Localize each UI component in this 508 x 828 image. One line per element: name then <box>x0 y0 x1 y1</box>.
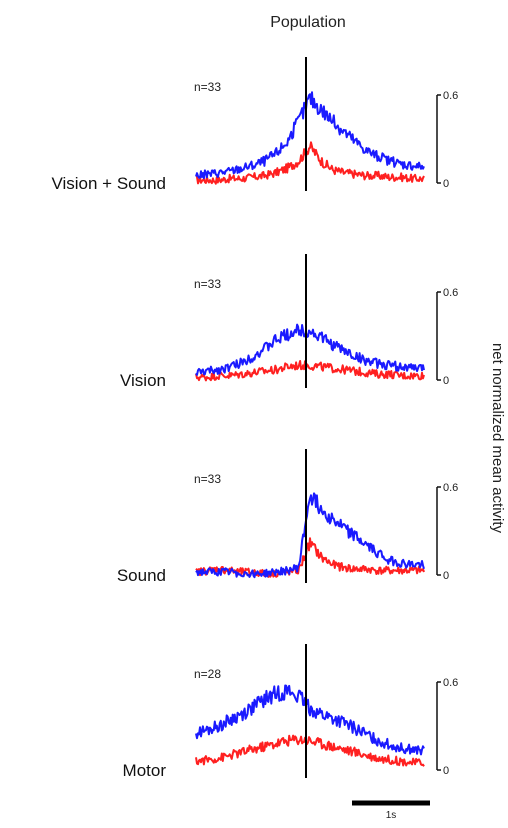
y-tick-label-top: 0.6 <box>443 482 458 494</box>
y-tick-label-top: 0.6 <box>443 90 458 102</box>
blue-trace <box>195 492 425 579</box>
panel-label: Vision <box>120 371 166 390</box>
y-axis-label: net normalized mean activity <box>489 343 506 534</box>
panel-3: Sound n=33 0.6 0 <box>117 449 458 585</box>
time-scale-label: 1s <box>386 810 397 821</box>
panel-2: Vision n=33 0.6 0 <box>120 254 458 390</box>
y-tick-label-top: 0.6 <box>443 287 458 299</box>
y-tick-label-bottom: 0 <box>443 570 449 582</box>
n-count-label: n=33 <box>194 277 221 291</box>
y-tick-label-bottom: 0 <box>443 765 449 777</box>
n-count-label: n=33 <box>194 472 221 486</box>
blue-trace <box>195 684 425 756</box>
y-tick-label-bottom: 0 <box>443 178 449 190</box>
blue-trace <box>195 91 425 180</box>
y-tick-label-top: 0.6 <box>443 677 458 689</box>
panel-1: Vision + Sound n=33 0.6 0 <box>51 57 458 193</box>
blue-trace <box>195 323 425 376</box>
red-trace <box>195 734 425 767</box>
y-tick-label-bottom: 0 <box>443 375 449 387</box>
panel-label: Vision + Sound <box>51 174 166 193</box>
chart-title: Population <box>270 14 346 31</box>
n-count-label: n=33 <box>194 80 221 94</box>
n-count-label: n=28 <box>194 667 221 681</box>
panel-4: Motor n=28 0.6 0 <box>123 644 458 780</box>
panel-label: Motor <box>123 761 167 780</box>
red-trace <box>195 360 425 382</box>
red-trace <box>195 141 425 185</box>
panel-label: Sound <box>117 566 166 585</box>
panels: Vision + Soundn=330.60Visionn=330.60Soun… <box>51 57 458 780</box>
